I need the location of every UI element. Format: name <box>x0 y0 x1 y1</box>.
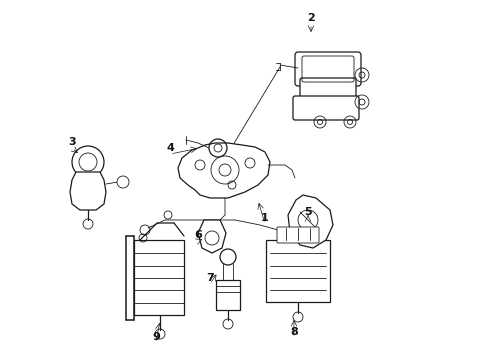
Circle shape <box>220 249 236 265</box>
Text: 1: 1 <box>261 213 269 223</box>
Polygon shape <box>70 172 106 210</box>
Text: 8: 8 <box>290 327 298 337</box>
Circle shape <box>117 176 129 188</box>
Text: 7: 7 <box>206 273 214 283</box>
Text: 3: 3 <box>68 137 76 147</box>
Circle shape <box>72 146 104 178</box>
FancyBboxPatch shape <box>300 78 356 104</box>
Polygon shape <box>178 143 270 198</box>
FancyBboxPatch shape <box>277 227 319 243</box>
Text: 4: 4 <box>166 143 174 153</box>
Text: 2: 2 <box>307 13 315 23</box>
Polygon shape <box>198 220 226 253</box>
Text: 5: 5 <box>304 207 312 217</box>
FancyBboxPatch shape <box>293 96 359 120</box>
Text: 9: 9 <box>152 332 160 342</box>
FancyBboxPatch shape <box>134 240 184 315</box>
Text: 6: 6 <box>194 230 202 240</box>
FancyBboxPatch shape <box>295 52 361 86</box>
Polygon shape <box>288 195 333 248</box>
FancyBboxPatch shape <box>266 240 330 302</box>
FancyBboxPatch shape <box>216 280 240 310</box>
